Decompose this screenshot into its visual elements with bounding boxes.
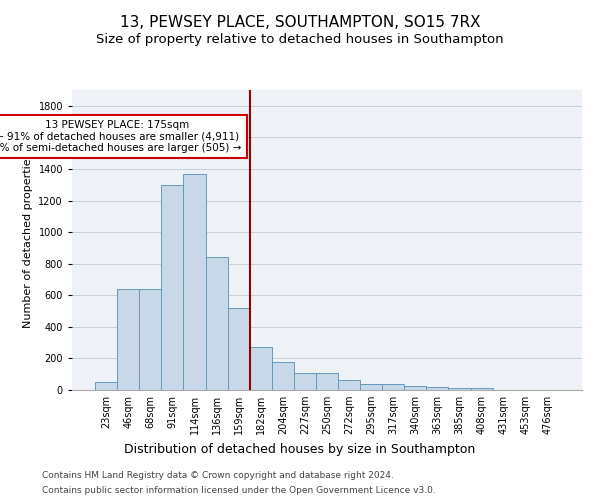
- Bar: [360, 384, 382, 390]
- Text: Distribution of detached houses by size in Southampton: Distribution of detached houses by size …: [124, 442, 476, 456]
- Text: 13, PEWSEY PLACE, SOUTHAMPTON, SO15 7RX: 13, PEWSEY PLACE, SOUTHAMPTON, SO15 7RX: [119, 15, 481, 30]
- Text: Contains public sector information licensed under the Open Government Licence v3: Contains public sector information licen…: [42, 486, 436, 495]
- Bar: [404, 386, 427, 390]
- Bar: [382, 384, 404, 390]
- Bar: [184, 174, 206, 390]
- Bar: [427, 387, 448, 390]
- Bar: [227, 308, 250, 390]
- Bar: [448, 388, 470, 390]
- Bar: [161, 184, 184, 390]
- Bar: [139, 289, 161, 390]
- Text: Size of property relative to detached houses in Southampton: Size of property relative to detached ho…: [96, 32, 504, 46]
- Text: 13 PEWSEY PLACE: 175sqm
← 91% of detached houses are smaller (4,911)
9% of semi-: 13 PEWSEY PLACE: 175sqm ← 91% of detache…: [0, 120, 241, 153]
- Bar: [294, 374, 316, 390]
- Bar: [206, 256, 227, 390]
- Bar: [95, 382, 117, 390]
- Bar: [117, 289, 139, 390]
- Bar: [250, 346, 272, 390]
- Bar: [272, 362, 294, 390]
- Bar: [470, 388, 493, 390]
- Bar: [316, 374, 338, 390]
- Text: Contains HM Land Registry data © Crown copyright and database right 2024.: Contains HM Land Registry data © Crown c…: [42, 471, 394, 480]
- Bar: [338, 380, 360, 390]
- Y-axis label: Number of detached properties: Number of detached properties: [23, 152, 33, 328]
